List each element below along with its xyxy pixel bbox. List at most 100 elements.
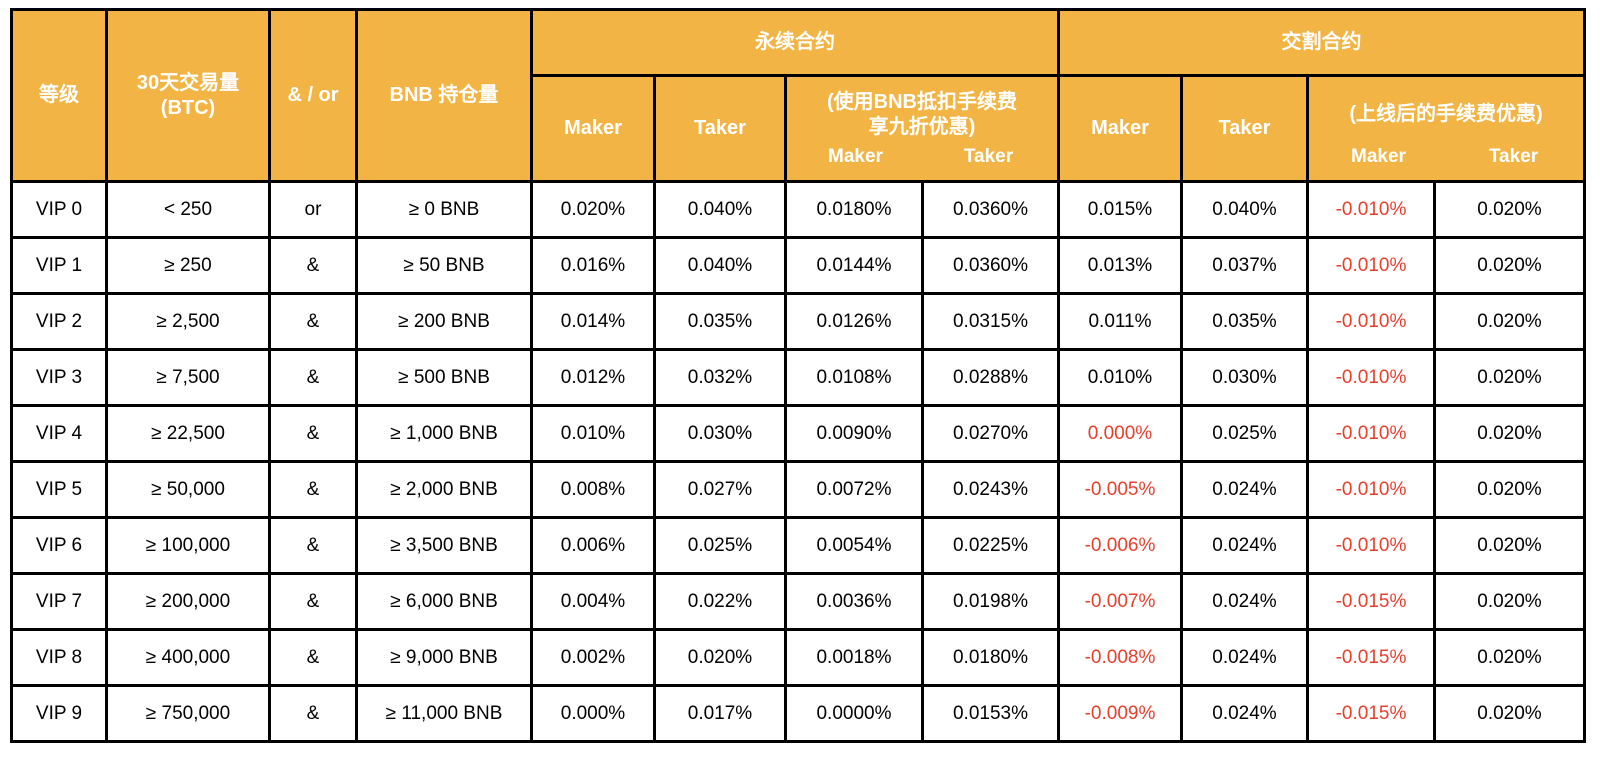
delivery-taker-cell: 0.035%	[1180, 292, 1309, 351]
vip-fee-table: 等级 30天交易量 (BTC) & / or BNB 持仓量 永续合约 交割合约…	[10, 8, 1586, 743]
delivery-promo-taker-cell: 0.020%	[1433, 460, 1586, 519]
delivery-group-header: 交割合约	[1057, 8, 1586, 77]
delivery-taker-cell: 0.024%	[1180, 684, 1309, 743]
delivery-taker-cell: 0.025%	[1180, 404, 1309, 463]
and-or-cell: &	[268, 516, 358, 575]
delivery-maker-cell: 0.013%	[1057, 236, 1183, 295]
delivery-taker-cell: 0.040%	[1180, 180, 1309, 239]
table-row: VIP 1 ≥ 250 & ≥ 50 BNB 0.016% 0.040% 0.0144% 0.…	[10, 236, 1586, 295]
perp-taker-cell: 0.040%	[653, 180, 787, 239]
perp-bnb-taker-cell: 0.0153%	[921, 684, 1060, 743]
perp-maker-cell: 0.020%	[530, 180, 656, 239]
delivery-maker-cell: 0.011%	[1057, 292, 1183, 351]
level-cell: VIP 4	[10, 404, 108, 463]
and-or-cell: &	[268, 236, 358, 295]
perp-taker-cell: 0.025%	[653, 516, 787, 575]
and-or-cell: &	[268, 572, 358, 631]
delivery-promo-maker-cell: -0.015%	[1306, 684, 1436, 743]
delivery-maker-cell: 0.010%	[1057, 348, 1183, 407]
perp-bnb-taker-cell: 0.0243%	[921, 460, 1060, 519]
table-row: VIP 3 ≥ 7,500 & ≥ 500 BNB 0.012% 0.032% 0.0108…	[10, 348, 1586, 407]
delivery-maker-cell: -0.009%	[1057, 684, 1183, 743]
perp-bnb-taker-cell: 0.0270%	[921, 404, 1060, 463]
volume-30d-cell: ≥ 200,000	[105, 572, 271, 631]
volume-30d-cell: ≥ 750,000	[105, 684, 271, 743]
delivery-promo-maker-header: Maker	[1351, 145, 1406, 167]
perp-maker-cell: 0.012%	[530, 348, 656, 407]
perpetual-group-header: 永续合约	[530, 8, 1060, 77]
delivery-taker-cell: 0.024%	[1180, 572, 1309, 631]
delivery-taker-cell: 0.024%	[1180, 628, 1309, 687]
delivery-promo-taker-cell: 0.020%	[1433, 684, 1586, 743]
delivery-promo-maker-cell: -0.010%	[1306, 348, 1436, 407]
bnb-holding-cell: ≥ 500 BNB	[355, 348, 533, 407]
delivery-taker-cell: 0.024%	[1180, 516, 1309, 575]
delivery-promo-maker-cell: -0.010%	[1306, 404, 1436, 463]
and-or-cell: or	[268, 180, 358, 239]
table-row: VIP 0 < 250 or ≥ 0 BNB 0.020% 0.040% 0.0180% 0.…	[10, 180, 1586, 239]
and-or-cell: &	[268, 292, 358, 351]
table-row: VIP 6 ≥ 100,000 & ≥ 3,500 BNB 0.006% 0.025% 0.…	[10, 516, 1586, 575]
bnb-holding-cell: ≥ 1,000 BNB	[355, 404, 533, 463]
volume-30d-cell: ≥ 7,500	[105, 348, 271, 407]
perp-taker-cell: 0.035%	[653, 292, 787, 351]
delivery-promo-maker-cell: -0.015%	[1306, 628, 1436, 687]
delivery-maker-cell: -0.007%	[1057, 572, 1183, 631]
delivery-promo-maker-cell: -0.010%	[1306, 236, 1436, 295]
and-or-cell: &	[268, 684, 358, 743]
perp-taker-cell: 0.030%	[653, 404, 787, 463]
perp-maker-cell: 0.004%	[530, 572, 656, 631]
table-row: VIP 4 ≥ 22,500 & ≥ 1,000 BNB 0.010% 0.030% 0.0…	[10, 404, 1586, 463]
delivery-maker-cell: 0.000%	[1057, 404, 1183, 463]
perp-bnb-maker-cell: 0.0180%	[784, 180, 924, 239]
bnb-holding-cell: ≥ 6,000 BNB	[355, 572, 533, 631]
perp-bnb-taker-cell: 0.0315%	[921, 292, 1060, 351]
volume-30d-cell: ≥ 22,500	[105, 404, 271, 463]
perp-bnb-maker-cell: 0.0108%	[784, 348, 924, 407]
level-cell: VIP 8	[10, 628, 108, 687]
delivery-promo-maker-cell: -0.010%	[1306, 292, 1436, 351]
delivery-taker-header: Taker	[1180, 74, 1309, 183]
bnb-holding-cell: ≥ 0 BNB	[355, 180, 533, 239]
bnb-holding-cell: ≥ 50 BNB	[355, 236, 533, 295]
perp-taker-cell: 0.027%	[653, 460, 787, 519]
perp-maker-cell: 0.000%	[530, 684, 656, 743]
delivery-taker-cell: 0.030%	[1180, 348, 1309, 407]
volume-30d-cell: ≥ 50,000	[105, 460, 271, 519]
bnb-holding-cell: ≥ 200 BNB	[355, 292, 533, 351]
perp-bnb-maker-cell: 0.0000%	[784, 684, 924, 743]
perp-bnb-maker-cell: 0.0072%	[784, 460, 924, 519]
perp-maker-cell: 0.002%	[530, 628, 656, 687]
delivery-promo-maker-cell: -0.015%	[1306, 572, 1436, 631]
perp-maker-cell: 0.016%	[530, 236, 656, 295]
perp-bnb-maker-cell: 0.0036%	[784, 572, 924, 631]
perp-bnb-maker-cell: 0.0090%	[784, 404, 924, 463]
perp-maker-cell: 0.014%	[530, 292, 656, 351]
level-cell: VIP 9	[10, 684, 108, 743]
delivery-maker-cell: -0.008%	[1057, 628, 1183, 687]
perp-taker-cell: 0.032%	[653, 348, 787, 407]
level-cell: VIP 6	[10, 516, 108, 575]
perp-taker-cell: 0.017%	[653, 684, 787, 743]
perp-bnb-maker-cell: 0.0126%	[784, 292, 924, 351]
and-or-header: & / or	[268, 8, 358, 183]
level-cell: VIP 0	[10, 180, 108, 239]
table-row: VIP 2 ≥ 2,500 & ≥ 200 BNB 0.014% 0.035% 0.0126…	[10, 292, 1586, 351]
delivery-promo-taker-header: Taker	[1488, 145, 1539, 167]
and-or-cell: &	[268, 404, 358, 463]
delivery-promo-taker-cell: 0.020%	[1433, 404, 1586, 463]
perp-taker-cell: 0.022%	[653, 572, 787, 631]
volume-30d-cell: ≥ 100,000	[105, 516, 271, 575]
perp-bnb-taker-cell: 0.0198%	[921, 572, 1060, 631]
level-cell: VIP 7	[10, 572, 108, 631]
and-or-cell: &	[268, 348, 358, 407]
bnb-holding-cell: ≥ 3,500 BNB	[355, 516, 533, 575]
perp-bnb-taker-cell: 0.0288%	[921, 348, 1060, 407]
table-row: VIP 7 ≥ 200,000 & ≥ 6,000 BNB 0.004% 0.022% 0.…	[10, 572, 1586, 631]
level-cell: VIP 3	[10, 348, 108, 407]
perp-taker-cell: 0.020%	[653, 628, 787, 687]
delivery-promo-title: (上线后的手续费优惠)	[1349, 103, 1543, 126]
delivery-promo-taker-cell: 0.020%	[1433, 572, 1586, 631]
perp-bnb-maker-cell: 0.0018%	[784, 628, 924, 687]
